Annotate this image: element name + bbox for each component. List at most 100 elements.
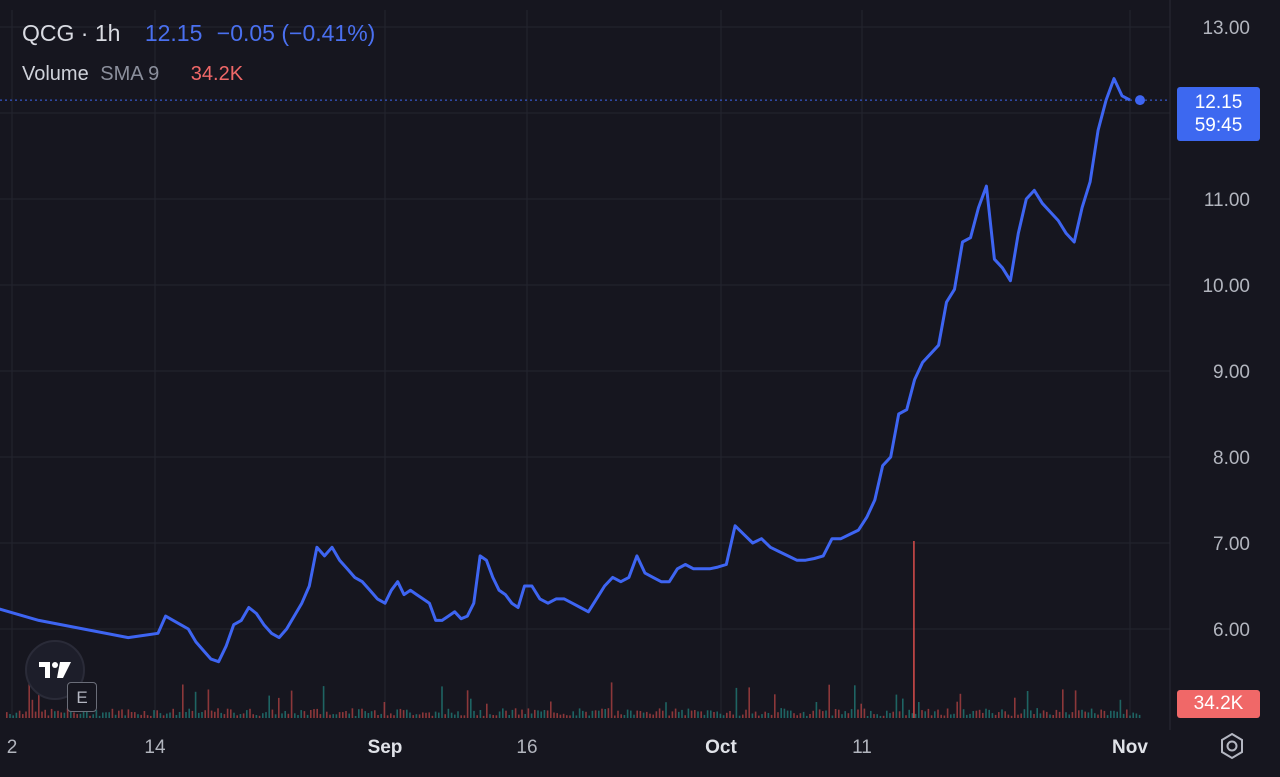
volume-bar bbox=[22, 714, 24, 718]
volume-bar bbox=[783, 708, 786, 718]
volume-bar bbox=[716, 711, 718, 718]
x-tick-label: 14 bbox=[144, 737, 166, 758]
volume-bar bbox=[604, 709, 606, 718]
x-axis[interactable]: 2 14 Sep 16 Oct 11 Nov bbox=[7, 737, 1149, 758]
volume-bar bbox=[361, 708, 363, 718]
volume-bar bbox=[198, 712, 200, 718]
volume-bar bbox=[1074, 690, 1077, 718]
tradingview-logo-icon bbox=[39, 662, 71, 678]
volume-bar bbox=[729, 711, 731, 718]
volume-bar bbox=[457, 711, 459, 718]
volume-bar bbox=[722, 715, 725, 718]
volume-bar bbox=[975, 710, 978, 718]
volume-bar bbox=[210, 710, 213, 718]
volume-bar bbox=[57, 710, 59, 718]
volume-bar bbox=[991, 713, 994, 718]
volume-bar bbox=[575, 715, 578, 718]
volume-bar bbox=[300, 710, 302, 718]
volume-bar bbox=[6, 712, 8, 718]
volume-bar bbox=[524, 714, 526, 718]
volume-bar bbox=[150, 715, 152, 718]
volume-bar bbox=[143, 711, 146, 718]
gear-icon[interactable] bbox=[1218, 732, 1246, 760]
volume-bar bbox=[786, 710, 789, 718]
volume-bar bbox=[294, 713, 296, 718]
volume-bar bbox=[1065, 712, 1067, 718]
tradingview-logo[interactable] bbox=[25, 640, 85, 700]
volume-bar bbox=[153, 710, 155, 718]
volume-bar bbox=[886, 710, 888, 718]
volume-bar bbox=[25, 711, 27, 718]
volume-bar bbox=[239, 714, 242, 718]
volume-bar bbox=[514, 708, 517, 718]
volume-bar bbox=[1090, 708, 1093, 718]
volume-bar bbox=[921, 710, 923, 718]
volume-bar bbox=[678, 711, 680, 718]
volume-bar bbox=[639, 711, 642, 718]
volume-bar bbox=[665, 702, 667, 718]
volume-bar bbox=[172, 708, 174, 718]
volume-bar bbox=[201, 712, 203, 718]
volume-bar bbox=[1058, 711, 1061, 718]
volume-bar bbox=[719, 713, 722, 718]
volume-bar bbox=[47, 715, 50, 718]
volume-bar bbox=[1084, 711, 1086, 718]
volume-bar bbox=[534, 709, 536, 718]
price-badge: 12.15 59:45 bbox=[1177, 87, 1260, 141]
volume-bar bbox=[130, 712, 133, 718]
volume-bar bbox=[278, 697, 280, 718]
volume-bar bbox=[713, 712, 715, 718]
volume-bar bbox=[662, 710, 664, 718]
volume-bar bbox=[854, 685, 856, 718]
volume-bar bbox=[572, 711, 574, 718]
volume-bar bbox=[518, 714, 520, 718]
volume-bar bbox=[454, 714, 456, 718]
volume-bar bbox=[297, 715, 299, 718]
legend-main: QCG · 1h 12.15 −0.05 (−0.41%) bbox=[22, 20, 383, 47]
volume-bar bbox=[1097, 714, 1099, 718]
volume-bar bbox=[898, 711, 901, 718]
volume-bar bbox=[246, 710, 248, 718]
volume-bar bbox=[86, 710, 88, 718]
volume-bar bbox=[610, 682, 613, 718]
last-price-label: 12.15 bbox=[144, 20, 203, 46]
volume-bar bbox=[706, 710, 709, 718]
volume-bar bbox=[825, 710, 827, 718]
volume-bar bbox=[998, 712, 1000, 718]
volume-bar bbox=[482, 715, 485, 718]
volume-bar bbox=[892, 711, 894, 718]
volume-bar bbox=[18, 710, 21, 718]
symbol-label[interactable]: QCG · 1h bbox=[22, 20, 121, 46]
volume-label[interactable]: Volume bbox=[22, 63, 89, 85]
volume-bar bbox=[764, 711, 766, 718]
volume-bar bbox=[674, 708, 677, 718]
volume-bar bbox=[1106, 715, 1109, 718]
volume-bar bbox=[450, 712, 453, 718]
volume-bar bbox=[1094, 713, 1096, 718]
volume-bar bbox=[946, 708, 949, 718]
x-tick-label: 11 bbox=[852, 737, 872, 758]
volume-bar bbox=[166, 713, 168, 718]
volume-bar bbox=[870, 710, 872, 718]
volume-bar bbox=[370, 711, 373, 718]
earnings-marker[interactable]: E bbox=[67, 682, 97, 712]
volume-bar bbox=[364, 711, 366, 718]
volume-bar bbox=[642, 712, 645, 718]
volume-bar bbox=[502, 708, 504, 718]
volume-bar bbox=[876, 714, 878, 718]
volume-bar bbox=[217, 708, 219, 718]
volume-bar bbox=[1014, 697, 1016, 718]
volume-bar bbox=[1055, 709, 1058, 718]
volume-bar bbox=[358, 709, 360, 718]
volume-bar bbox=[1020, 713, 1022, 718]
volume-bar bbox=[1071, 712, 1074, 718]
volume-bar bbox=[617, 710, 619, 718]
volume-bar bbox=[812, 710, 814, 718]
volume-bar bbox=[937, 709, 939, 718]
volume-bar bbox=[1132, 712, 1134, 718]
volume-bar bbox=[31, 699, 34, 718]
volume-bar bbox=[882, 715, 885, 718]
volume-bar bbox=[476, 715, 478, 718]
volume-bar bbox=[290, 690, 293, 718]
